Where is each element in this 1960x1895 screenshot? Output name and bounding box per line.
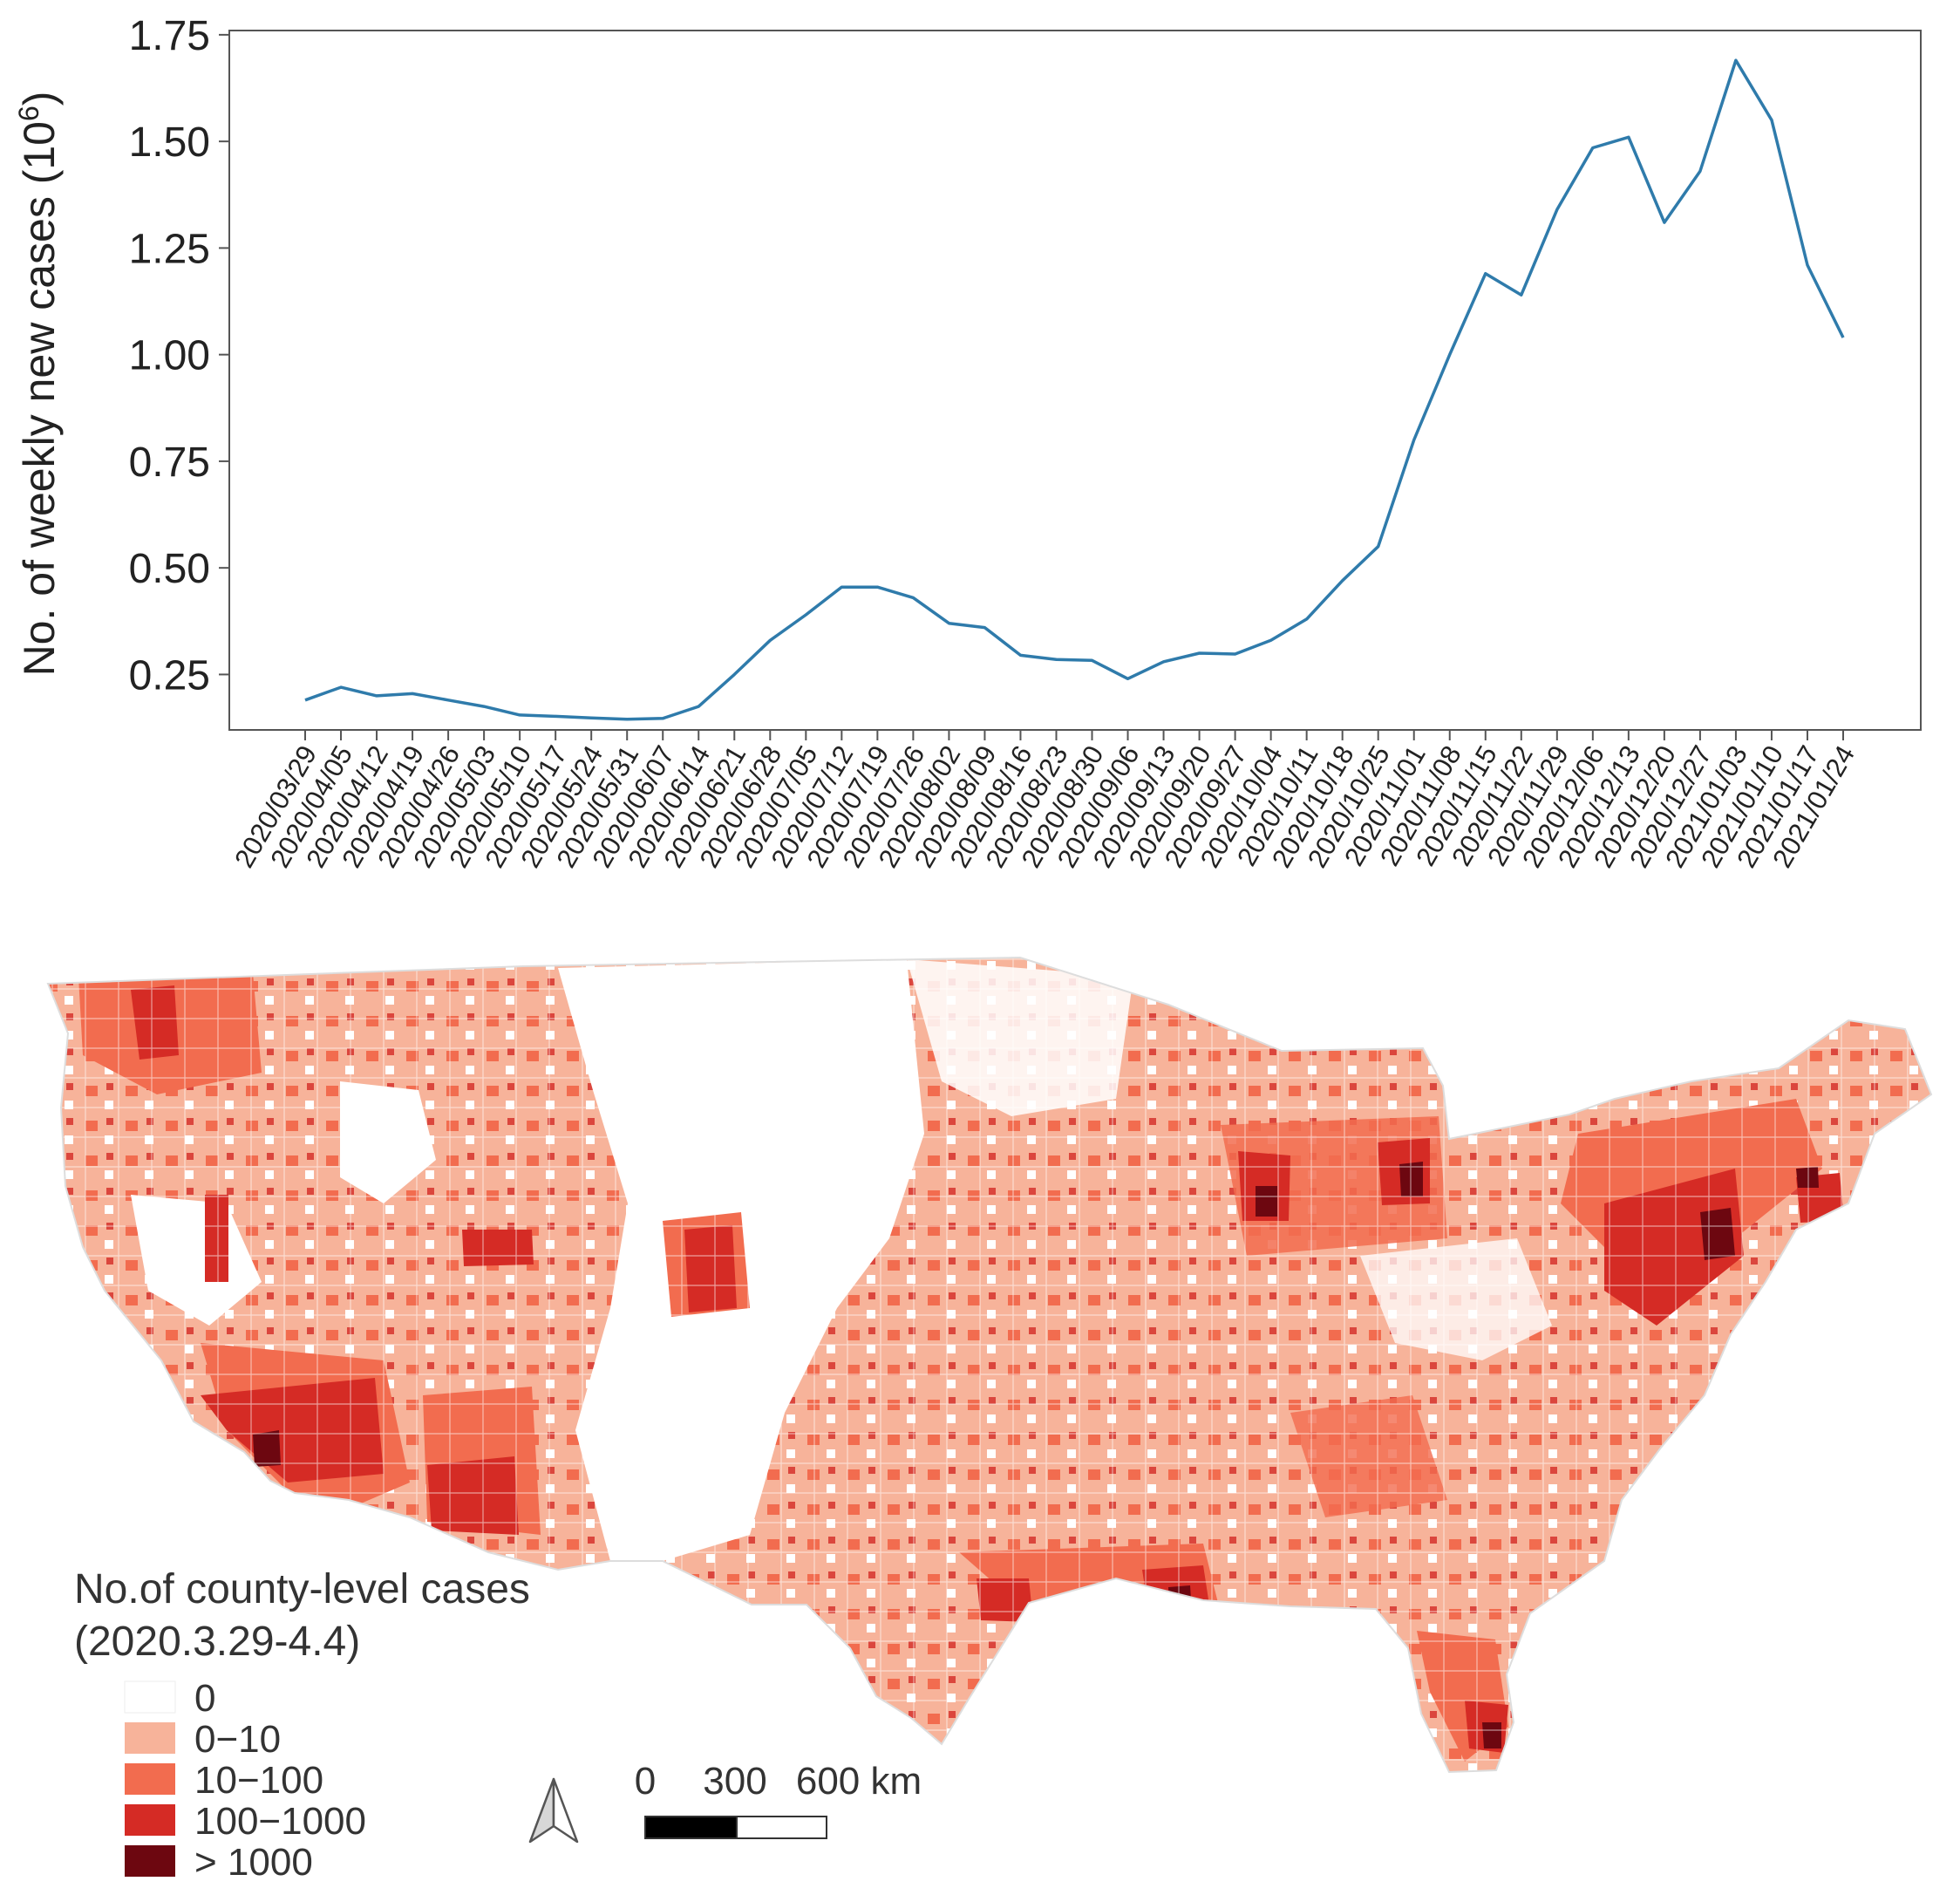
scale-bar-label-300: 300 bbox=[703, 1760, 766, 1803]
plot-frame bbox=[228, 30, 1922, 731]
mid-region-southeast bbox=[1290, 1395, 1447, 1517]
max-region-boston bbox=[1796, 1167, 1819, 1188]
legend-swatch bbox=[124, 1680, 176, 1714]
map-legend: No.of county-level cases (2020.3.29-4.4)… bbox=[74, 1566, 530, 1884]
y-tick-label: 1.75 bbox=[129, 13, 210, 59]
scale-bar-black bbox=[644, 1816, 738, 1839]
high-region-denver bbox=[684, 1225, 737, 1312]
legend-swatch bbox=[125, 1722, 175, 1754]
series-line bbox=[304, 58, 1845, 721]
legend-label: 10−100 bbox=[194, 1759, 323, 1802]
y-tick-label: 0.25 bbox=[129, 652, 210, 699]
y-axis-label-close: ) bbox=[15, 92, 64, 106]
high-region-nevada bbox=[205, 1195, 228, 1282]
y-tick-label: 1.00 bbox=[129, 333, 210, 379]
zero-region-nevada bbox=[131, 1195, 262, 1326]
map-outline bbox=[46, 956, 1933, 1774]
scale-bar: 0 300 600 km bbox=[635, 1760, 922, 1839]
scale-bar-label-600: 600 km bbox=[796, 1760, 922, 1803]
x-axis: 2020/03/292020/04/052020/04/122020/04/19… bbox=[228, 730, 1861, 873]
legend-swatch bbox=[125, 1763, 175, 1795]
y-tick-label: 0.50 bbox=[129, 546, 210, 592]
max-region-new-york bbox=[1700, 1208, 1735, 1260]
zero-region-north bbox=[907, 959, 1133, 1116]
y-axis-label-exponent: 6 bbox=[13, 106, 44, 121]
max-region-detroit bbox=[1256, 1186, 1277, 1217]
y-axis-label-text: No. of weekly new cases (10 bbox=[15, 121, 64, 676]
y-axis: 0.25 0.50 0.75 1.00 1.25 1.50 1.75 bbox=[129, 13, 229, 699]
high-region-seattle bbox=[131, 985, 179, 1060]
max-region-new-orleans bbox=[1168, 1585, 1192, 1613]
high-region-houston bbox=[977, 1578, 1033, 1622]
legend-label: 0 bbox=[194, 1677, 215, 1720]
max-region-los-angeles bbox=[253, 1430, 281, 1467]
legend-subtitle: (2020.3.29-4.4) bbox=[74, 1619, 360, 1665]
y-tick-label: 1.50 bbox=[129, 119, 210, 166]
y-tick-label: 0.75 bbox=[129, 440, 210, 486]
legend-title: No.of county-level cases bbox=[74, 1566, 530, 1612]
high-region-utah bbox=[462, 1230, 534, 1266]
scale-bar-label-0: 0 bbox=[635, 1760, 656, 1803]
zero-region-appalachia bbox=[1360, 1238, 1552, 1360]
max-region-miami bbox=[1482, 1722, 1501, 1748]
series-points bbox=[303, 58, 1846, 722]
legend-label: > 1000 bbox=[194, 1841, 313, 1884]
legend-label: 100−1000 bbox=[194, 1800, 366, 1843]
north-arrow-icon bbox=[528, 1777, 579, 1844]
zero-region-west bbox=[340, 1081, 436, 1203]
legend-swatch bbox=[125, 1845, 175, 1877]
high-region-la bbox=[201, 1378, 384, 1483]
scale-bar-white bbox=[736, 1816, 827, 1839]
high-region-new-orleans bbox=[1142, 1565, 1212, 1626]
y-tick-label: 1.25 bbox=[129, 226, 210, 272]
line-chart: 0.25 0.50 0.75 1.00 1.25 1.50 1.75 2020/03/292… bbox=[13, 13, 1922, 873]
legend-label: 0−10 bbox=[194, 1718, 281, 1761]
legend-swatch bbox=[125, 1804, 175, 1836]
y-axis-label: No. of weekly new cases (106) bbox=[13, 92, 64, 677]
